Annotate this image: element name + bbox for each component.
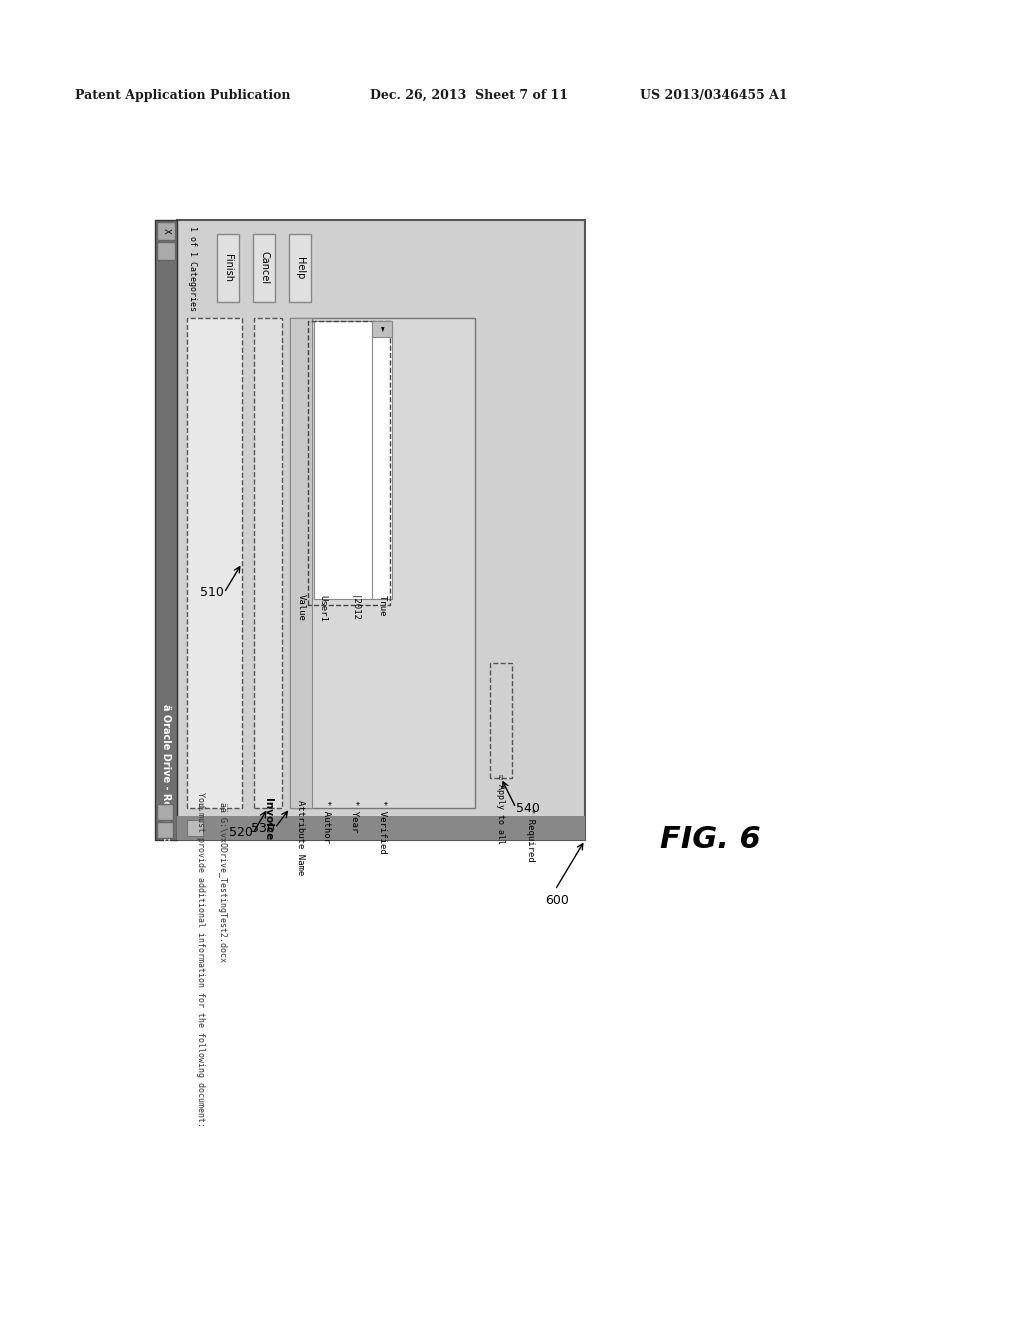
- Polygon shape: [177, 816, 585, 840]
- Text: Invoice: Invoice: [263, 799, 273, 841]
- Text: Help: Help: [295, 257, 305, 280]
- Text: Patent Application Publication: Patent Application Publication: [75, 88, 291, 102]
- Polygon shape: [157, 242, 175, 260]
- Polygon shape: [372, 321, 392, 599]
- Polygon shape: [157, 804, 173, 820]
- Text: ⚠: ⚠: [196, 803, 206, 810]
- Polygon shape: [157, 822, 173, 838]
- Text: ä Oracle Drive - Required Categories: ä Oracle Drive - Required Categories: [161, 704, 171, 906]
- Text: * Verified: * Verified: [378, 800, 386, 854]
- Text: 600: 600: [545, 894, 569, 907]
- Text: Dec. 26, 2013  Sheet 7 of 11: Dec. 26, 2013 Sheet 7 of 11: [370, 88, 568, 102]
- Polygon shape: [290, 318, 475, 808]
- Text: Value: Value: [297, 594, 305, 622]
- Text: * Required: * Required: [525, 808, 535, 862]
- Polygon shape: [253, 234, 275, 302]
- Polygon shape: [314, 321, 374, 599]
- Polygon shape: [217, 234, 239, 302]
- Text: True: True: [378, 595, 386, 616]
- Text: * Year: * Year: [349, 800, 358, 832]
- Polygon shape: [155, 220, 177, 840]
- Polygon shape: [177, 220, 585, 840]
- Text: 540: 540: [516, 801, 540, 814]
- Text: 530: 530: [251, 821, 275, 834]
- Text: FIG. 6: FIG. 6: [660, 825, 761, 854]
- Text: ☑ Apply to all: ☑ Apply to all: [497, 774, 506, 843]
- Polygon shape: [290, 318, 312, 808]
- Text: X: X: [162, 228, 171, 234]
- Text: * Author: * Author: [322, 800, 331, 843]
- Text: US 2013/0346455 A1: US 2013/0346455 A1: [640, 88, 787, 102]
- Text: ►: ►: [379, 326, 385, 331]
- Text: 510: 510: [200, 586, 224, 599]
- Text: Finish: Finish: [223, 253, 233, 282]
- Text: ää G:\vxODrive_TestingTest2.docx: ää G:\vxODrive_TestingTest2.docx: [217, 803, 226, 962]
- Text: You must provide additional information for the following document:: You must provide additional information …: [197, 792, 206, 1127]
- Text: |2012: |2012: [349, 595, 358, 622]
- Polygon shape: [372, 321, 392, 337]
- Text: 1 of 1 Categories: 1 of 1 Categories: [187, 226, 197, 310]
- Text: Attribute Name: Attribute Name: [297, 800, 305, 875]
- Polygon shape: [254, 318, 282, 808]
- Polygon shape: [157, 222, 175, 240]
- Polygon shape: [187, 318, 242, 808]
- Text: User1: User1: [318, 595, 328, 622]
- Text: Cancel: Cancel: [259, 251, 269, 285]
- Polygon shape: [187, 820, 203, 836]
- Text: 520: 520: [229, 826, 253, 840]
- Polygon shape: [289, 234, 311, 302]
